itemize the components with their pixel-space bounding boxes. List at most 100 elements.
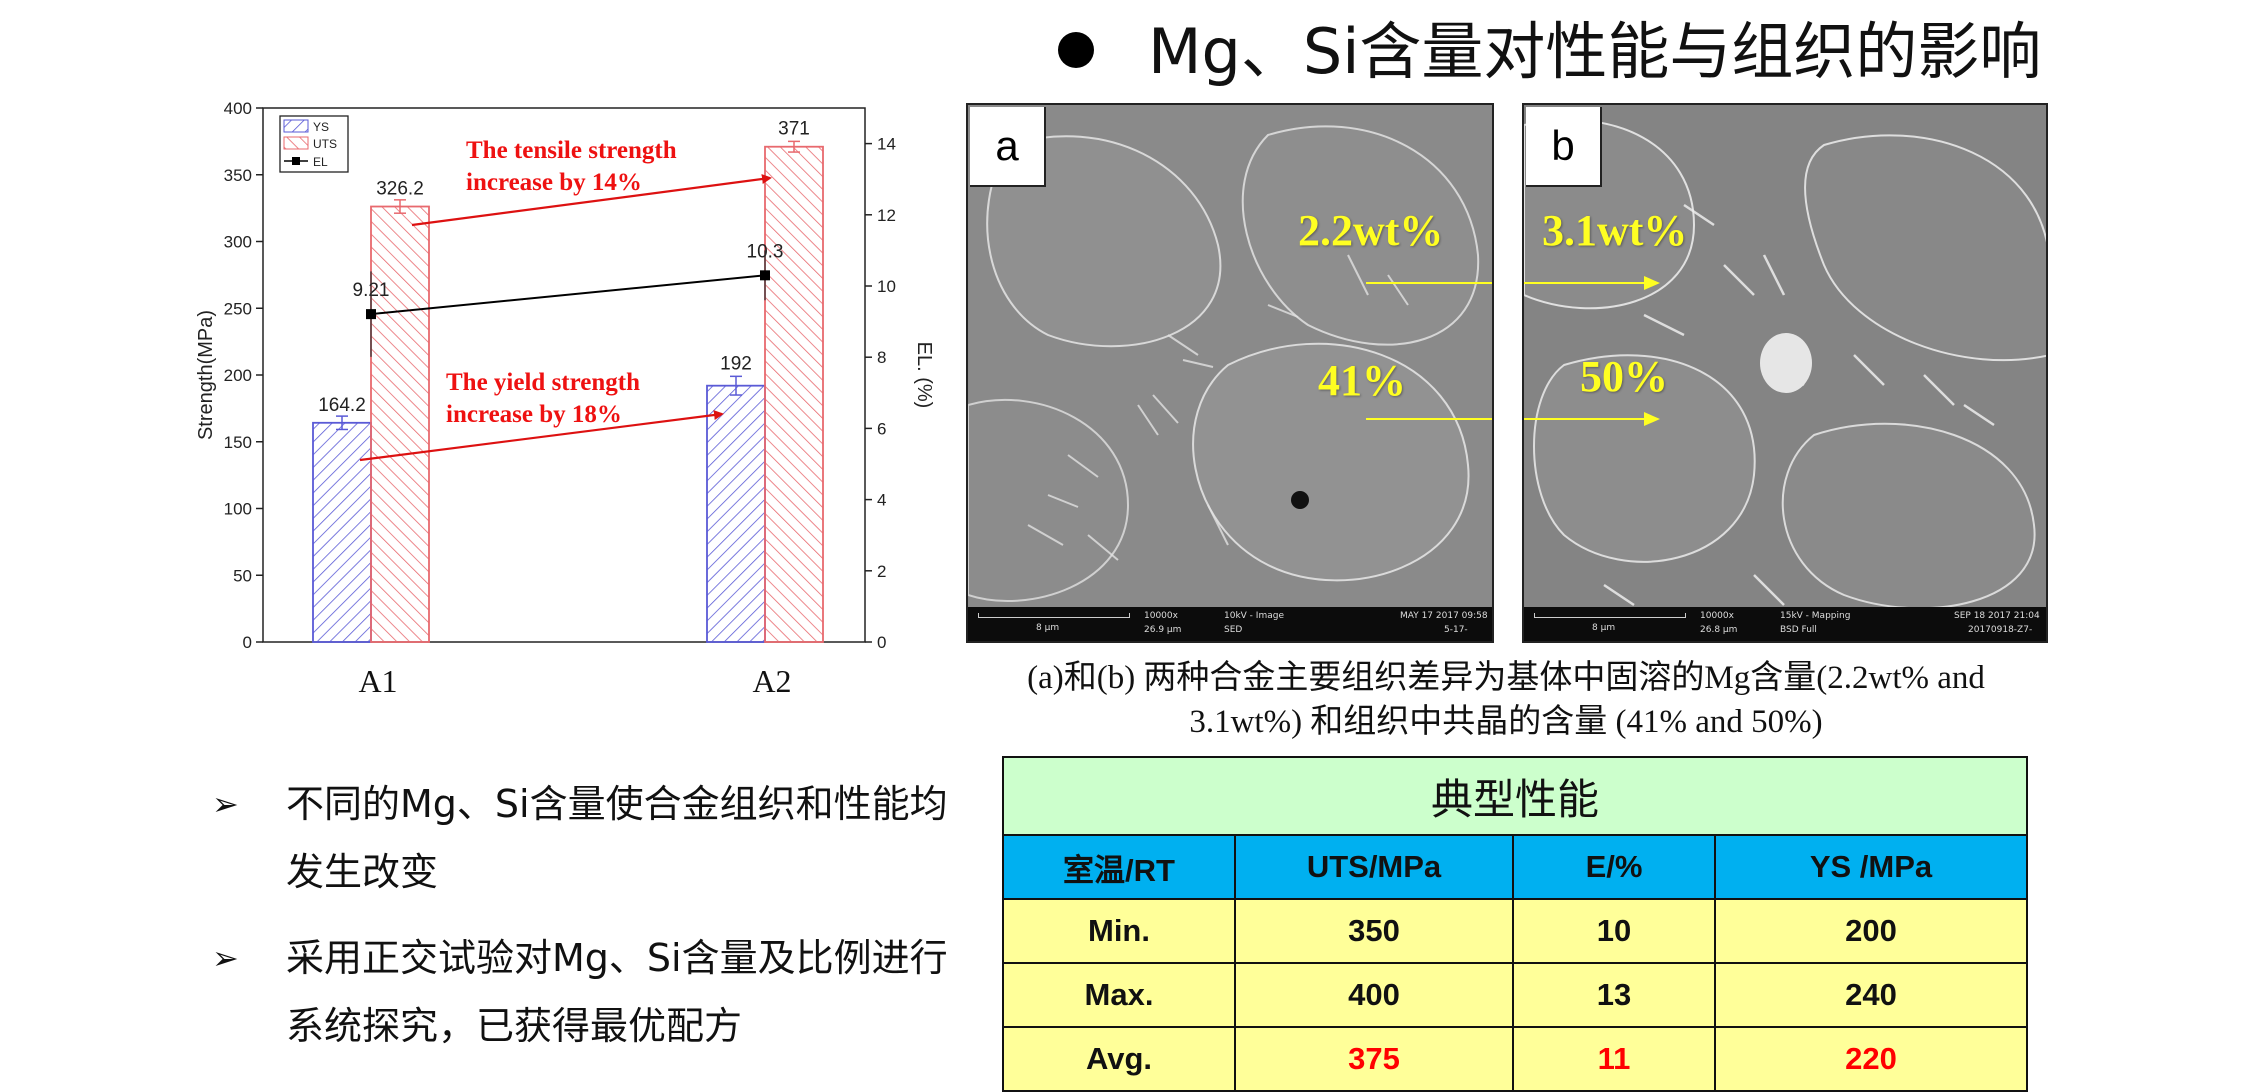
yield-arrow	[359, 410, 724, 462]
x-tick-label: A1	[358, 663, 397, 699]
bullet-item: ➢ 不同的Mg、Si含量使合金组织和性能均发生改变	[212, 770, 972, 906]
micrograph-a-mode: 10kV - Image	[1224, 611, 1284, 621]
bullet-dot-icon	[1058, 31, 1094, 68]
data-label: 192	[720, 354, 752, 375]
y-tick-label: 50	[233, 566, 252, 585]
ys-bar	[706, 384, 766, 643]
micrograph-b-tag: b	[1526, 107, 1602, 187]
table-row: Max. 400 13 240	[1002, 962, 2028, 1028]
el-point	[760, 270, 770, 281]
micrograph-b-mag: 10000x	[1700, 611, 1734, 621]
y2-tick-label: 2	[877, 562, 886, 581]
legend-swatch-uts	[283, 136, 309, 150]
legend-label: UTS	[313, 137, 337, 151]
data-label: 371	[778, 119, 810, 140]
table-cell: 240	[1714, 962, 2028, 1028]
y2-tick-label: 6	[877, 419, 886, 438]
y2-tick-label: 0	[877, 633, 886, 652]
y-axis-label: Strength(MPa)	[195, 310, 217, 440]
micrograph-b-label-1: 3.1wt%	[1542, 206, 1688, 255]
legend-marker-el	[292, 157, 300, 165]
legend-swatch-ys	[283, 119, 309, 133]
micrograph-a-mag: 10000x	[1144, 611, 1178, 621]
micrograph-b-hfw: 26.8 μm	[1700, 625, 1738, 635]
bullet-text: 采用正交试验对Mg、Si含量及比例进行系统探究，已获得最优配方	[286, 936, 948, 1048]
table-header: YS /MPa	[1714, 834, 2028, 900]
tensile-arrow	[411, 174, 772, 227]
table-cell: 13	[1512, 962, 1716, 1028]
micrograph-a-tag: a	[970, 107, 1046, 187]
bullet-item: ➢ 采用正交试验对Mg、Si含量及比例进行系统探究，已获得最优配方	[212, 924, 972, 1060]
y2-axis-label: EL. (%)	[913, 342, 935, 409]
micrograph-b-scale: 8 μm	[1592, 623, 1616, 633]
ys-bar	[312, 421, 372, 643]
y-tick-label: 300	[224, 233, 252, 252]
y-tick-label: 150	[224, 433, 252, 452]
micrograph-a-detector: SED	[1224, 625, 1243, 635]
bullet-list: ➢ 不同的Mg、Si含量使合金组织和性能均发生改变 ➢ 采用正交试验对Mg、Si…	[212, 770, 972, 1060]
table-cell: Avg.	[1002, 1026, 1236, 1092]
table-cell: 350	[1234, 898, 1514, 964]
y2-tick-label: 8	[877, 348, 886, 367]
micrograph-b-id: 20170918-Z7-	[1968, 625, 2033, 635]
y2-tick-label: 12	[877, 206, 896, 225]
table-cell-highlight: 375	[1234, 1026, 1514, 1092]
table-caption: 典型性能	[1002, 756, 2028, 836]
micrograph-a-arrows	[1366, 282, 1492, 420]
micrograph-a-label-2: 41%	[1318, 356, 1406, 405]
y-tick-label: 0	[243, 633, 252, 652]
table-row: Min. 350 10 200	[1002, 898, 2028, 964]
table-cell-highlight: 11	[1512, 1026, 1716, 1092]
micrograph-a-hfw: 26.9 μm	[1144, 625, 1182, 635]
micrograph-a-date: MAY 17 2017 09:58	[1400, 611, 1488, 621]
data-label: 326.2	[376, 179, 424, 200]
y2-tick-label: 4	[877, 491, 886, 510]
annotation-line: increase by 18%	[446, 401, 622, 428]
y2-tick-label: 10	[877, 277, 896, 296]
micrograph-caption: (a)和(b) 两种合金主要组织差异为基体中固溶的Mg含量(2.2wt% and…	[956, 656, 2056, 744]
y-tick-label: 400	[224, 99, 252, 118]
micrograph-a-label-1: 2.2wt%	[1298, 206, 1444, 255]
table-header: UTS/MPa	[1234, 834, 1514, 900]
strength-elongation-chart: 0 50 100 150 200 250 300 350 400 0 2 4 6 8 10 12 14 Stren…	[195, 99, 935, 699]
slide-title-text: Mg、Si含量对性能与组织的影响	[1148, 15, 2042, 88]
micrograph-a-info-bar: 8 μm 10000x 26.9 μm 10kV - Image SED MAY…	[968, 607, 1492, 641]
micrograph-b-date: SEP 18 2017 21:04	[1954, 611, 2040, 621]
table-cell: Max.	[1002, 962, 1236, 1028]
table-header-row: 室温/RT UTS/MPa E/% YS /MPa	[1002, 834, 2028, 900]
bullet-text: 不同的Mg、Si含量使合金组织和性能均发生改变	[286, 782, 948, 894]
legend-label: YS	[313, 120, 329, 134]
y2-tick-label: 14	[877, 135, 896, 154]
micrograph-b-info-bar: 8 μm 10000x 26.8 μm 15kV - Mapping BSD F…	[1524, 607, 2046, 641]
annotation-line: The yield strength	[446, 369, 640, 396]
y-tick-label: 100	[224, 500, 252, 519]
caption-line-2: 3.1wt%) 和组织中共晶的含量 (41% and 50%)	[1189, 704, 1823, 740]
table-cell: 400	[1234, 962, 1514, 1028]
table-cell: 10	[1512, 898, 1716, 964]
arrow-bullet-icon: ➢	[212, 939, 239, 977]
micrograph-a-id: 5-17-	[1444, 625, 1468, 635]
table-cell: Min.	[1002, 898, 1236, 964]
micrograph-b-arrows	[1524, 276, 1660, 426]
x-tick-label: A2	[752, 663, 791, 699]
annotation-line: increase by 14%	[466, 169, 642, 196]
uts-bar	[370, 205, 430, 643]
table-cell: 200	[1714, 898, 2028, 964]
micrograph-b-texture	[1524, 105, 2046, 641]
data-label: 164.2	[318, 395, 366, 416]
legend-label: EL	[313, 155, 328, 169]
el-series-line	[370, 274, 766, 316]
uts-bar	[764, 145, 824, 643]
table-header: E/%	[1512, 834, 1716, 900]
annotation-line: The tensile strength	[466, 137, 677, 164]
y-tick-label: 350	[224, 166, 252, 185]
table-header: 室温/RT	[1002, 834, 1236, 900]
micrograph-b: b 3.1wt% 50% 8 μm 10000x 26.8 μm 15kV - …	[1522, 103, 2048, 643]
slide-title: Mg、Si含量对性能与组织的影响	[1058, 6, 2198, 98]
caption-line-1: (a)和(b) 两种合金主要组织差异为基体中固溶的Mg含量(2.2wt% and	[1027, 660, 1985, 696]
y-tick-label: 250	[224, 299, 252, 318]
micrograph-a-scale: 8 μm	[1036, 623, 1060, 633]
table-cell-highlight: 220	[1714, 1026, 2028, 1092]
micrograph-a: a 2.2wt% 41% 8 μm 10000x 26.9 μm 10kV - …	[966, 103, 1494, 643]
table-row: Avg. 375 11 220	[1002, 1026, 2028, 1092]
